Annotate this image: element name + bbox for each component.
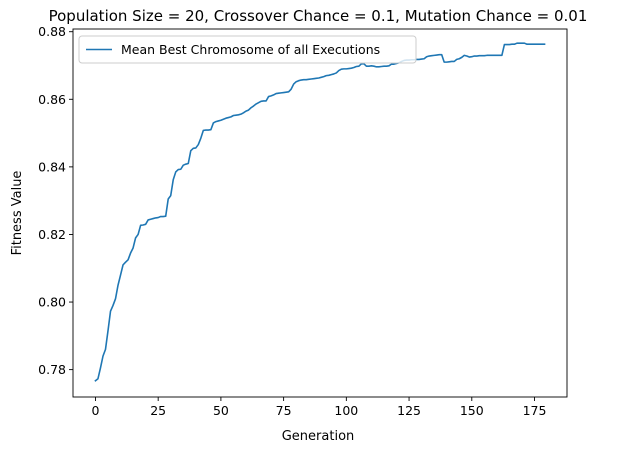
legend-label: Mean Best Chromosome of all Executions — [121, 42, 380, 57]
x-tick-label: 100 — [334, 403, 358, 418]
x-axis: 0 25 50 75 100 125 150 175 — [91, 397, 546, 418]
x-tick-label: 25 — [150, 403, 166, 418]
chart-title: Population Size = 20, Crossover Chance =… — [49, 7, 588, 25]
plot-frame — [72, 28, 568, 398]
x-tick-label: 0 — [91, 403, 99, 418]
x-tick-label: 50 — [213, 403, 229, 418]
x-tick-label: 125 — [397, 403, 421, 418]
x-tick-label: 175 — [523, 403, 547, 418]
x-tick-label: 150 — [460, 403, 484, 418]
y-tick-label: 0.82 — [38, 227, 66, 242]
y-axis: 0.78 0.80 0.82 0.84 0.86 0.88 — [38, 24, 73, 377]
y-tick-label: 0.78 — [38, 362, 66, 377]
y-tick-label: 0.84 — [38, 159, 66, 174]
legend: Mean Best Chromosome of all Executions — [78, 35, 417, 64]
y-tick-label: 0.80 — [38, 295, 66, 310]
y-tick-label: 0.86 — [38, 92, 66, 107]
legend-box — [78, 35, 417, 64]
series-line-mean-best-chromosome — [94, 42, 546, 382]
plot-area — [73, 29, 567, 397]
x-axis-label: Generation — [282, 429, 355, 444]
y-tick-label: 0.88 — [38, 24, 66, 39]
x-tick-label: 75 — [276, 403, 292, 418]
y-axis-label: Fitness Value — [10, 171, 25, 256]
